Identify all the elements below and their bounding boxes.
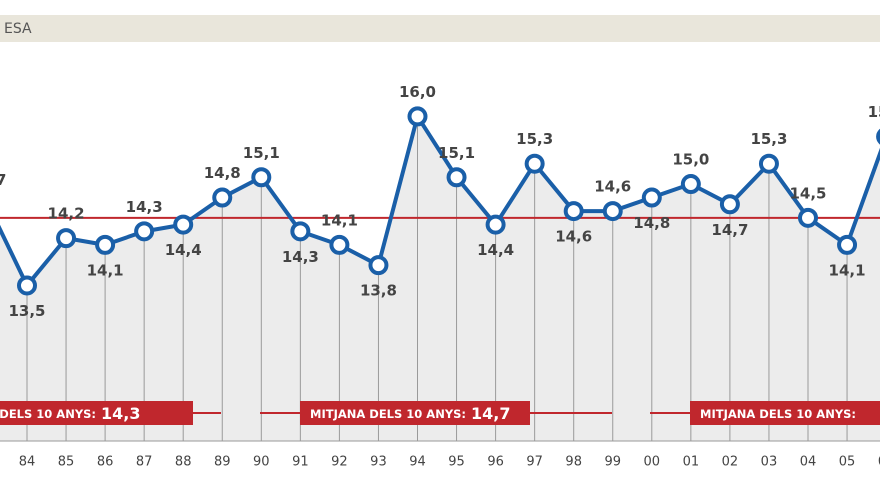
value-label: 14,8 (204, 164, 241, 182)
value-label: 14,4 (165, 241, 202, 259)
area-fill (0, 116, 880, 441)
data-point (680, 174, 701, 195)
x-tick-label: 05 (839, 455, 856, 470)
value-label: 15,3 (750, 130, 787, 148)
x-tick-label: 02 (722, 455, 739, 470)
average-value: 14,7 (471, 404, 510, 423)
data-point (173, 214, 194, 235)
data-point (368, 255, 389, 276)
data-point (719, 194, 740, 215)
x-tick-label: 90 (253, 455, 270, 470)
x-tick-label: 93 (370, 455, 387, 470)
data-point (563, 201, 584, 222)
data-point (134, 221, 155, 242)
average-banner (0, 401, 193, 425)
data-point (641, 187, 662, 208)
x-tick-label: 91 (292, 455, 309, 470)
data-point (329, 234, 350, 255)
average-label: MITJANA DELS 10 ANYS: (0, 407, 96, 421)
average-text: MITJANA DELS 10 ANYS: (700, 407, 856, 421)
value-label: 14,3 (126, 198, 163, 216)
value-label: 14,7 (711, 221, 748, 239)
x-tick-label: 88 (175, 455, 192, 470)
data-point (837, 234, 858, 255)
data-point (95, 234, 116, 255)
value-label: 14,3 (282, 248, 319, 266)
data-point (17, 275, 37, 296)
value-label: 15,1 (243, 144, 280, 162)
data-point (758, 153, 779, 174)
x-tick-label: 94 (409, 455, 426, 470)
data-point (212, 187, 233, 208)
value-label: 14,4 (477, 241, 514, 259)
average-label: MITJANA DELS 10 ANYS: (310, 407, 466, 421)
chart-title: ESA (4, 21, 32, 37)
x-tick-label: 89 (214, 455, 231, 470)
data-point (251, 167, 272, 188)
value-label: 16,0 (399, 83, 436, 101)
value-label: 14,8 (633, 214, 670, 232)
value-label: 15,0 (672, 151, 709, 169)
value-label: 14,1 (321, 211, 358, 229)
value-label: 14,2 (48, 205, 85, 223)
x-tick-label: 96 (487, 455, 504, 470)
x-tick-label: 92 (331, 455, 348, 470)
x-tick-label: 01 (683, 455, 700, 470)
x-tick-label: 95 (448, 455, 465, 470)
header-band (0, 15, 880, 42)
value-label: 14,6 (555, 228, 592, 246)
data-point (407, 106, 428, 127)
data-point (798, 207, 818, 228)
x-tick-label: 04 (800, 455, 817, 470)
average-banner (300, 401, 530, 425)
average-text: MITJANA DELS 10 ANYS: 14,7 (310, 404, 511, 423)
value-label: 14,1 (829, 261, 866, 279)
x-tick-label: 99 (604, 455, 621, 470)
value-label: 15,1 (438, 144, 475, 162)
value-label: 15,3 (516, 130, 553, 148)
value-label: 13,5 (8, 302, 45, 320)
data-point (446, 167, 467, 188)
value-label: 13,8 (360, 282, 397, 300)
data-point (524, 153, 545, 174)
data-point (56, 228, 77, 249)
x-tick-label: 86 (97, 455, 114, 470)
value-label: 15,7 (868, 103, 880, 121)
average-text: MITJANA DELS 10 ANYS: 14,3 (0, 404, 141, 423)
x-tick-label: 85 (58, 455, 75, 470)
x-tick-label: 87 (136, 455, 153, 470)
average-value: 14,3 (101, 404, 140, 423)
data-point (290, 221, 311, 242)
value-label: 14,5 (789, 184, 826, 202)
x-tick-label: 84 (19, 455, 36, 470)
data-point (602, 201, 623, 222)
x-tick-label: 97 (526, 455, 543, 470)
value-label: 14,1 (87, 261, 124, 279)
x-tick-label: 06 (878, 455, 880, 470)
value-label: 14,7 (0, 171, 6, 189)
data-point (485, 214, 506, 235)
average-banner (690, 401, 880, 425)
value-label: 14,6 (594, 178, 631, 196)
x-tick-label: 00 (644, 455, 661, 470)
x-tick-label: 03 (761, 455, 778, 470)
average-label: MITJANA DELS 10 ANYS: (700, 407, 856, 421)
x-tick-label: 98 (565, 455, 582, 470)
